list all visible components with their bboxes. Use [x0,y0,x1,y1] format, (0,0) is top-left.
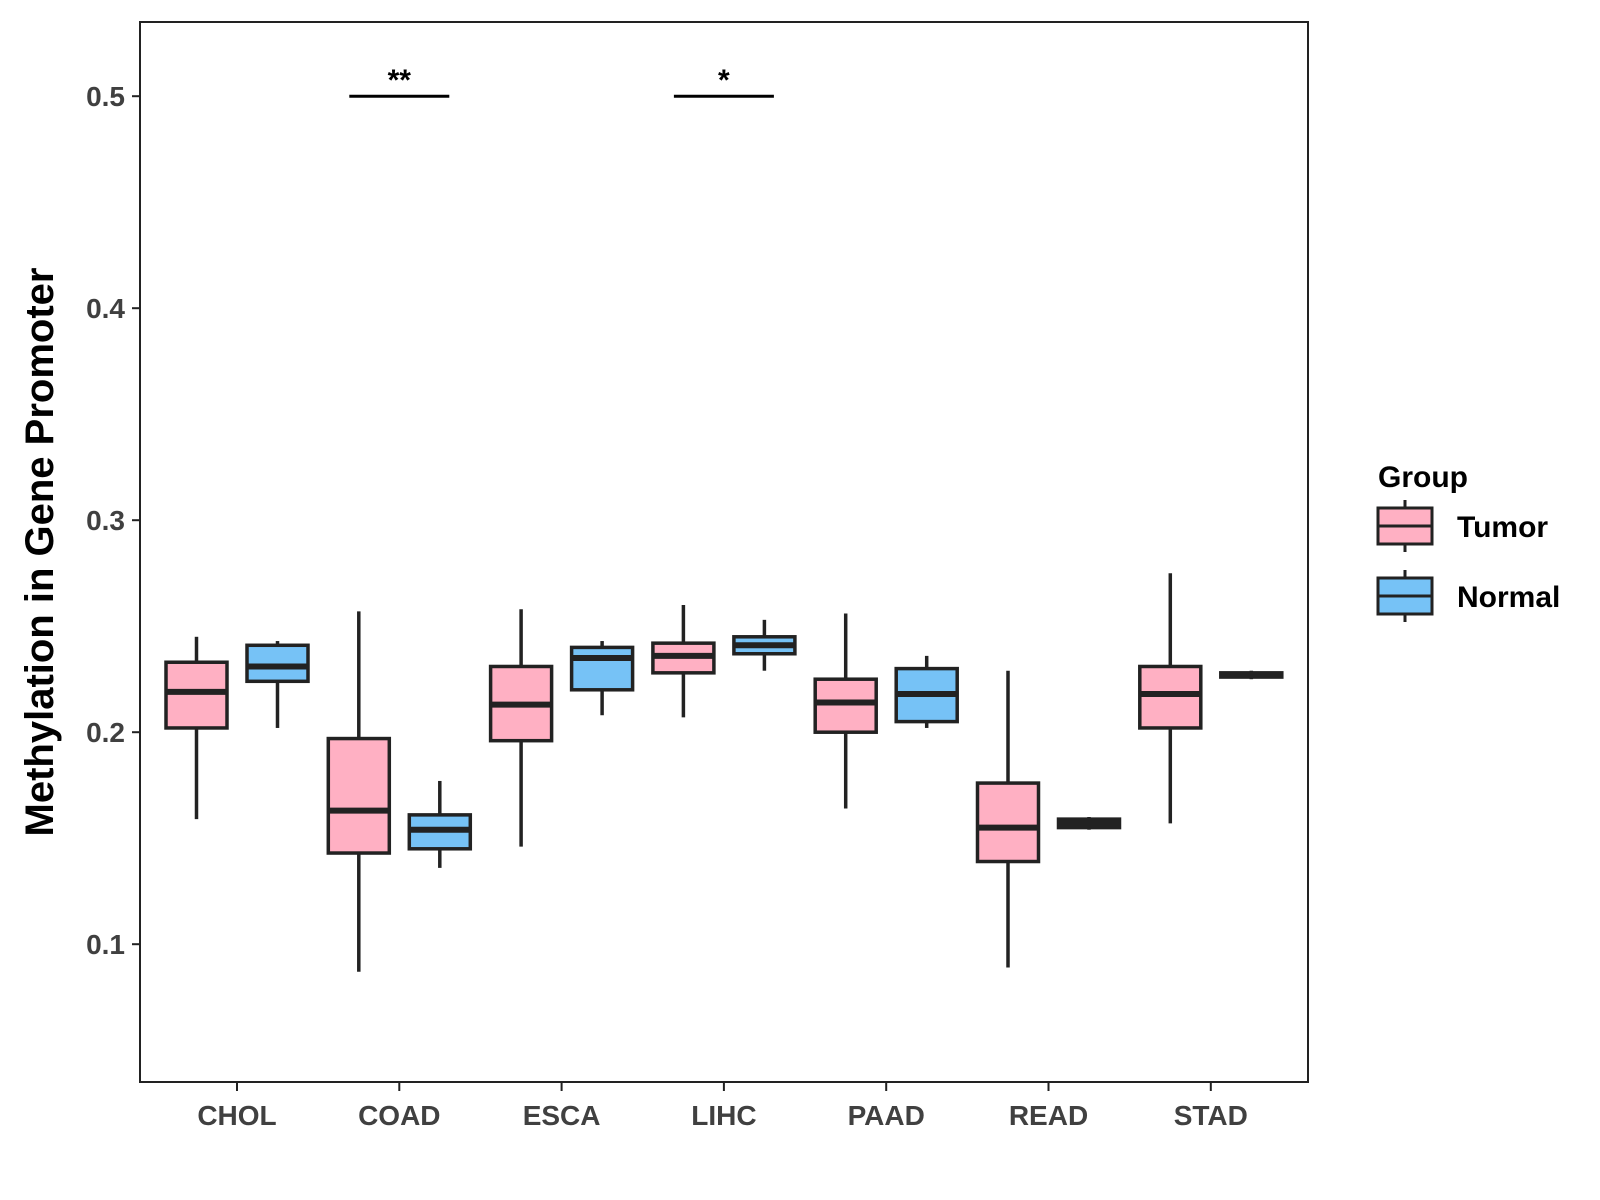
box-body [326,736,392,855]
legend-key-tumor [1376,500,1434,552]
box-tumor-esca [488,609,554,847]
box-tumor-stad [1138,573,1203,824]
y-tick-label: 0.5 [86,81,125,112]
significance-label: * [718,64,730,97]
y-axis-label: Methylation in Gene Promoter [18,268,62,837]
significance-layer: ** * [349,64,774,98]
x-tick-label: CHOL [197,1100,276,1131]
box-normal-chol [245,641,310,728]
x-tick-label: ESCA [523,1100,601,1131]
x-tick-label: COAD [358,1100,440,1131]
x-tick-label: READ [1009,1100,1088,1131]
box-body [813,677,878,734]
box-normal-esca [569,641,635,716]
x-axis: CHOL COAD ESCA LIHC PAAD READ STAD [197,1082,1248,1131]
box-tumor-coad [326,611,392,972]
box-body [164,660,229,730]
y-tick-label: 0.1 [86,929,125,960]
y-tick-label: 0.2 [86,717,125,748]
box-tumor-paad [813,613,878,809]
y-tick-label: 0.4 [86,293,125,324]
box-tumor-read [975,670,1041,968]
box-body [245,643,310,684]
box-layer [164,573,1284,972]
box-normal-read [1056,817,1122,830]
box-body [569,645,635,692]
box-normal-stad [1219,670,1284,680]
box-tumor-chol [164,636,229,820]
box-body [975,781,1041,864]
legend-key-normal [1376,570,1434,622]
legend: Group Tumor Normal [1376,461,1560,622]
y-tick-label: 0.3 [86,505,125,536]
y-axis: 0.1 0.2 0.3 0.4 0.5 [86,81,140,960]
x-tick-label: LIHC [691,1100,756,1131]
legend-label-normal: Normal [1457,581,1560,614]
plot-panel [139,21,1309,1083]
box-tumor-lihc [651,605,716,718]
box-body [1138,664,1203,730]
legend-label-tumor: Tumor [1457,511,1548,544]
x-tick-label: PAAD [848,1100,925,1131]
box-normal-paad [894,655,959,728]
box-normal-coad [407,780,473,868]
significance-label: ** [388,64,412,97]
x-tick-label: STAD [1174,1100,1248,1131]
legend-title: Group [1378,461,1468,494]
box-normal-lihc [732,619,797,671]
